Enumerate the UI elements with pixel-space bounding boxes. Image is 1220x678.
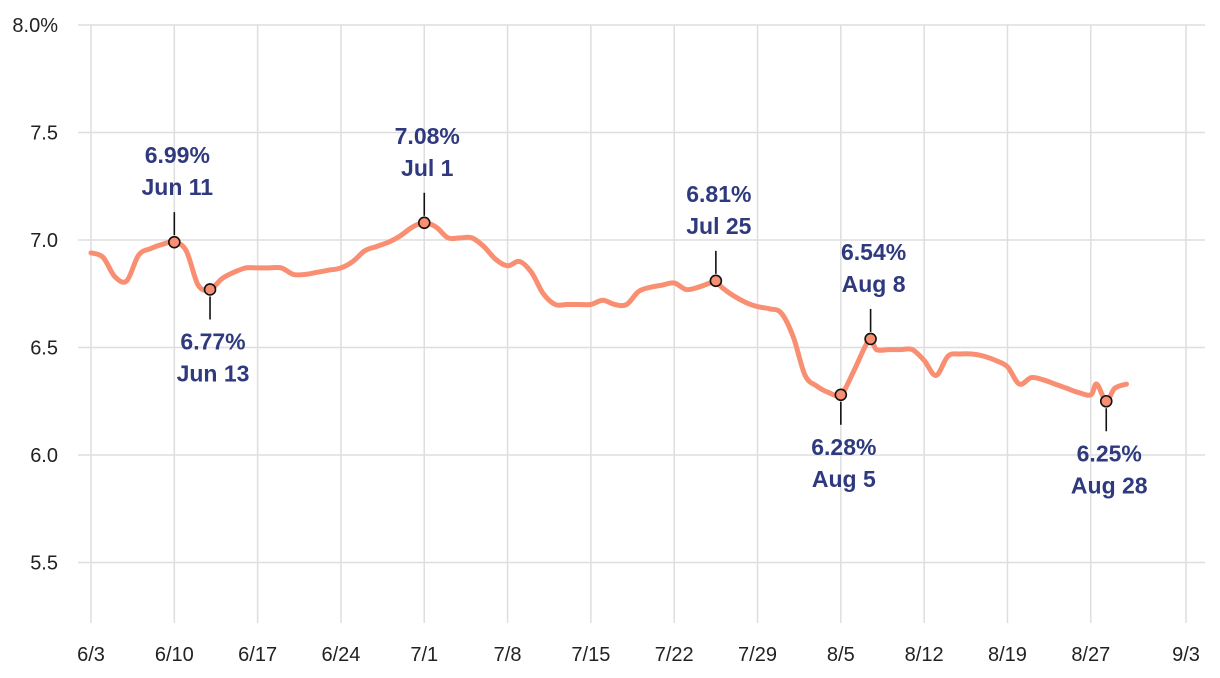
annotation-date-label: Jul 25 — [686, 213, 751, 239]
series-line — [88, 220, 1129, 404]
x-tick-label: 8/12 — [905, 644, 944, 666]
annotation-value-label: 6.25% — [1077, 440, 1142, 466]
x-tick-label: 8/27 — [1071, 644, 1110, 666]
x-tick-label: 6/24 — [321, 644, 360, 666]
x-tick-label: 6/17 — [238, 644, 277, 666]
x-tick-label: 8/5 — [827, 644, 855, 666]
annotation-date-label: Aug 5 — [812, 466, 876, 492]
y-tick-label: 6.0 — [30, 445, 58, 467]
annotation-date-label: Aug 8 — [842, 271, 906, 297]
annotation-marker — [864, 332, 877, 346]
x-tick-label: 7/15 — [571, 644, 610, 666]
y-tick-label: 7.5 — [30, 123, 58, 145]
x-tick-label: 6/3 — [77, 644, 105, 666]
x-tick-label: 9/3 — [1172, 644, 1200, 666]
annotation-marker — [168, 235, 181, 249]
annotation-date-label: Jun 13 — [177, 360, 250, 386]
x-tick-label: 7/29 — [738, 644, 777, 666]
x-tick-label: 7/22 — [655, 644, 694, 666]
x-tick-label: 7/8 — [494, 644, 522, 666]
annotation-value-label: 6.99% — [145, 142, 210, 168]
annotation-date-label: Jun 11 — [142, 174, 214, 200]
annotation-marker — [417, 216, 431, 230]
annotation-date-label: Aug 28 — [1071, 472, 1148, 498]
y-tick-label: 6.5 — [30, 338, 58, 360]
annotation-value-label: 6.77% — [180, 328, 245, 354]
axis-tick-labels: 5.5 6.0 6.5 7.0 7.5 8.0% 6/3 6/10 6/17 6/24 7/1 7/8… — [12, 15, 1200, 666]
annotation-value-label: 7.08% — [395, 123, 460, 149]
y-tick-label: 5.5 — [30, 553, 58, 575]
gridlines — [78, 24, 1205, 623]
annotation-value-label: 6.54% — [841, 239, 906, 265]
annotation-value-label: 6.81% — [686, 181, 751, 207]
annotation-date-label: Jul 1 — [401, 155, 454, 181]
x-tick-label: 8/19 — [988, 644, 1027, 666]
annotation-marker — [709, 274, 723, 288]
x-tick-label: 7/1 — [410, 644, 438, 666]
annotation-marker — [834, 388, 848, 402]
annotations: 6.99% Jun 11 6.77% Jun 13 7.08% Jul 1 6.81% Jul… — [142, 123, 1148, 498]
annotation-value-label: 6.28% — [811, 434, 876, 460]
y-tick-label: 7.0 — [30, 230, 58, 252]
y-tick-label: 8.0% — [12, 15, 58, 37]
x-tick-label: 6/10 — [155, 644, 194, 666]
annotation-marker — [1099, 394, 1113, 408]
annotation-marker — [203, 283, 217, 296]
series-line-layer — [88, 220, 1129, 404]
